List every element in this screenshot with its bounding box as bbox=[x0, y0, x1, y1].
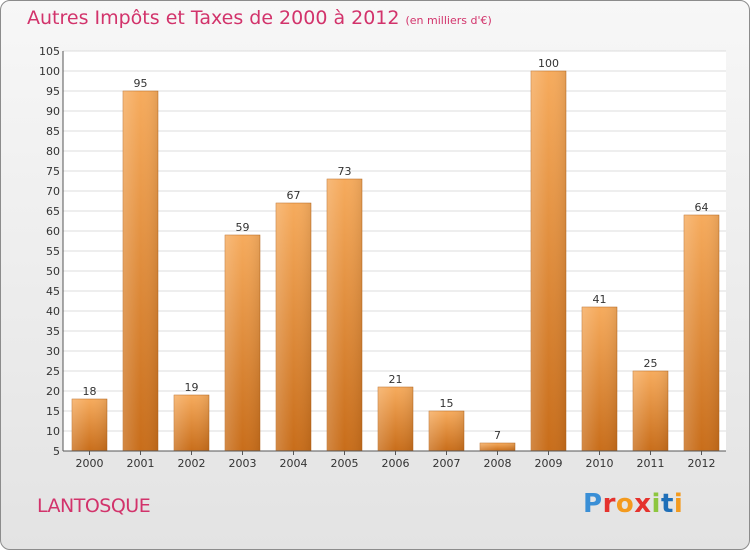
logo-letter: x bbox=[634, 489, 652, 519]
bar-shine-2008 bbox=[480, 443, 515, 451]
data-label-2000: 18 bbox=[83, 385, 97, 398]
town-name: LANTOSQUE bbox=[37, 495, 151, 517]
bar-shine-2001 bbox=[123, 91, 158, 451]
y-tick-label: 70 bbox=[46, 185, 60, 198]
bar-shine-2011 bbox=[633, 371, 668, 451]
data-label-2004: 67 bbox=[287, 189, 301, 202]
y-tick-label: 10 bbox=[46, 425, 60, 438]
x-tick-label-2010: 2010 bbox=[586, 457, 614, 470]
data-label-2011: 25 bbox=[644, 357, 658, 370]
data-label-2001: 95 bbox=[134, 77, 148, 90]
data-label-2005: 73 bbox=[338, 165, 352, 178]
y-tick-label: 85 bbox=[46, 125, 60, 138]
chart-title-text: Autres Impôts et Taxes de 2000 à 2012 bbox=[27, 7, 400, 29]
x-tick-label-2005: 2005 bbox=[331, 457, 359, 470]
bar-shine-2007 bbox=[429, 411, 464, 451]
chart-title: Autres Impôts et Taxes de 2000 à 2012 (en… bbox=[27, 7, 492, 29]
x-tick-label-2003: 2003 bbox=[229, 457, 257, 470]
bar-shine-2009 bbox=[531, 71, 566, 451]
axes-group: 5 10 15 20 25 30 35 40 45 50 55 60 65 70 75 80 85 90 95 100… bbox=[39, 45, 726, 470]
x-tick-label-2011: 2011 bbox=[637, 457, 665, 470]
data-label-2006: 21 bbox=[389, 373, 403, 386]
data-label-2002: 19 bbox=[185, 381, 199, 394]
x-tick-label-2012: 2012 bbox=[688, 457, 716, 470]
y-tick-label: 30 bbox=[46, 345, 60, 358]
y-tick-label: 100 bbox=[39, 65, 60, 78]
data-label-2009: 100 bbox=[538, 57, 559, 70]
x-tick-label-2009: 2009 bbox=[535, 457, 563, 470]
y-tick-label: 80 bbox=[46, 145, 60, 158]
bar-shine-2006 bbox=[378, 387, 413, 451]
x-tick-label-2008: 2008 bbox=[484, 457, 512, 470]
bar-shine-2000 bbox=[72, 399, 107, 451]
bar-shine-2003 bbox=[225, 235, 260, 451]
y-tick-label: 90 bbox=[46, 105, 60, 118]
bar-shine-2010 bbox=[582, 307, 617, 451]
bar-shine-2004 bbox=[276, 203, 311, 451]
x-tick-label-2000: 2000 bbox=[76, 457, 104, 470]
y-tick-label: 95 bbox=[46, 85, 60, 98]
bars-group: 18 95 19 59 67 73 21 15 7 100 41 25 64 bbox=[71, 57, 720, 452]
y-tick-label: 65 bbox=[46, 205, 60, 218]
y-tick-label: 50 bbox=[46, 265, 60, 278]
logo-letter: o bbox=[615, 489, 635, 519]
y-tick-label: 20 bbox=[46, 385, 60, 398]
bar-shine-2012 bbox=[684, 215, 719, 451]
data-label-2007: 15 bbox=[440, 397, 454, 410]
chart-unit: (en milliers d'€) bbox=[405, 14, 492, 27]
y-tick-label: 60 bbox=[46, 225, 60, 238]
y-tick-label: 40 bbox=[46, 305, 60, 318]
data-label-2008: 7 bbox=[494, 429, 501, 442]
y-tick-label: 5 bbox=[53, 445, 60, 458]
logo-letter: i bbox=[651, 489, 661, 519]
y-tick-label: 105 bbox=[39, 45, 60, 58]
data-label-2010: 41 bbox=[593, 293, 607, 306]
logo-letter: t bbox=[660, 489, 674, 519]
proxiti-logo: Proxiti bbox=[583, 489, 683, 519]
data-label-2012: 64 bbox=[695, 201, 709, 214]
logo-letter: i bbox=[673, 489, 684, 519]
y-tick-label: 15 bbox=[46, 405, 60, 418]
logo-letter: r bbox=[602, 489, 616, 519]
bar-shine-2002 bbox=[174, 395, 209, 451]
bar-shine-2005 bbox=[327, 179, 362, 451]
y-tick-label: 75 bbox=[46, 165, 60, 178]
y-tick-label: 55 bbox=[46, 245, 60, 258]
data-label-2003: 59 bbox=[236, 221, 250, 234]
y-tick-label: 45 bbox=[46, 285, 60, 298]
y-tick-label: 25 bbox=[46, 365, 60, 378]
y-tick-label: 35 bbox=[46, 325, 60, 338]
x-tick-label-2006: 2006 bbox=[382, 457, 410, 470]
x-tick-label-2002: 2002 bbox=[178, 457, 206, 470]
x-tick-label-2007: 2007 bbox=[433, 457, 461, 470]
x-tick-label-2001: 2001 bbox=[127, 457, 155, 470]
x-tick-label-2004: 2004 bbox=[280, 457, 308, 470]
logo-letter: P bbox=[583, 489, 603, 519]
